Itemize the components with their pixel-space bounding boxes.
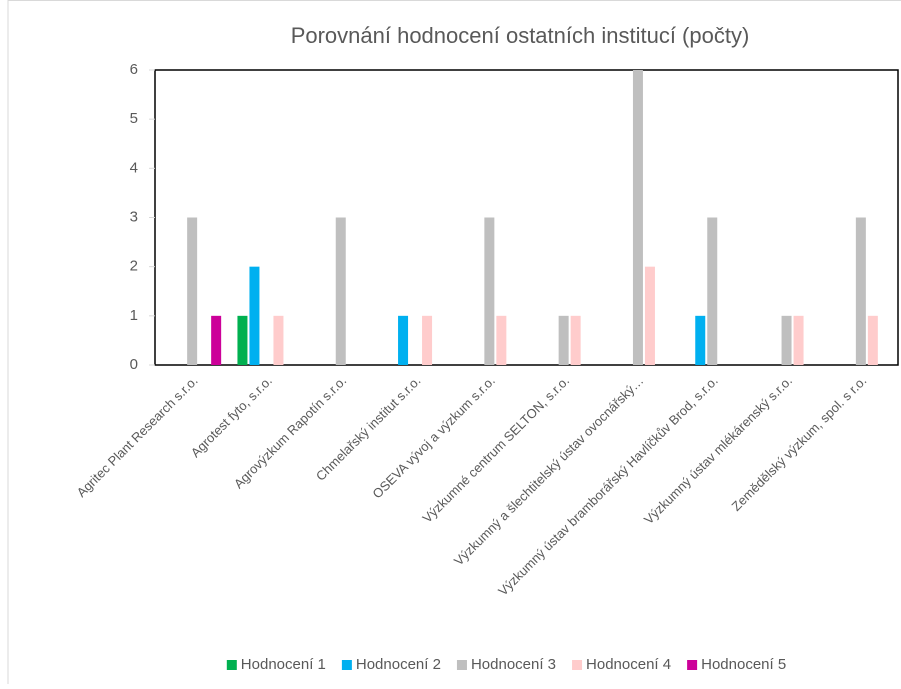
legend-label: Hodnocení 1 bbox=[241, 656, 326, 673]
bar bbox=[237, 315, 248, 365]
bar bbox=[496, 315, 507, 365]
y-tick-label: 2 bbox=[130, 258, 138, 275]
legend-swatch bbox=[341, 660, 352, 670]
bar bbox=[273, 315, 284, 365]
bar bbox=[644, 266, 655, 365]
bar bbox=[398, 315, 409, 365]
legend-label: Hodnocení 4 bbox=[586, 656, 671, 673]
bar bbox=[422, 315, 433, 365]
x-tick-label: Zemědělský výzkum, spol. s r.o. bbox=[729, 373, 870, 514]
legend-label: Hodnocení 5 bbox=[701, 656, 786, 673]
y-tick-label: 4 bbox=[130, 159, 138, 176]
legend-swatch bbox=[572, 660, 583, 670]
legend-swatch bbox=[456, 660, 467, 670]
x-tick-label: Agritec Plant Research s.r.o. bbox=[74, 373, 201, 500]
bar bbox=[484, 217, 495, 365]
y-tick-label: 3 bbox=[130, 208, 138, 225]
chart-border bbox=[7, 0, 901, 689]
legend-label: Hodnocení 3 bbox=[471, 656, 556, 673]
legend-label: Hodnocení 2 bbox=[356, 656, 441, 673]
y-tick-label: 1 bbox=[130, 307, 138, 324]
x-tick-label: Výzkumný ústav mlékárenský s.r.o. bbox=[641, 373, 795, 527]
bar bbox=[793, 315, 804, 365]
bar bbox=[570, 315, 581, 365]
bar bbox=[781, 315, 792, 365]
legend: Hodnocení 1 Hodnocení 2 Hodnocení 3 Hodnoce… bbox=[226, 656, 786, 673]
y-tick-label: 5 bbox=[130, 110, 138, 127]
bar bbox=[707, 217, 718, 365]
legend-swatch bbox=[226, 660, 237, 670]
x-tick-label: Agrotest fyto, s.r.o. bbox=[188, 373, 275, 460]
legend-swatch bbox=[687, 660, 698, 670]
chart-title: Porovnání hodnocení ostatních institucí … bbox=[291, 23, 750, 48]
y-tick-label: 0 bbox=[130, 356, 138, 373]
bar bbox=[867, 315, 878, 365]
x-tick-label: Výzkumné centrum SELTON, s.r.o. bbox=[419, 373, 572, 526]
bar bbox=[249, 266, 260, 365]
bar bbox=[211, 315, 222, 365]
y-tick-label: 6 bbox=[130, 61, 138, 78]
bar bbox=[187, 217, 198, 365]
bar bbox=[558, 315, 569, 365]
bar bbox=[335, 217, 346, 365]
bar bbox=[695, 315, 706, 365]
x-tick-label: OSEVA vývoj a výzkum s.r.o. bbox=[369, 373, 497, 501]
bar bbox=[632, 70, 643, 365]
bar bbox=[855, 217, 866, 365]
